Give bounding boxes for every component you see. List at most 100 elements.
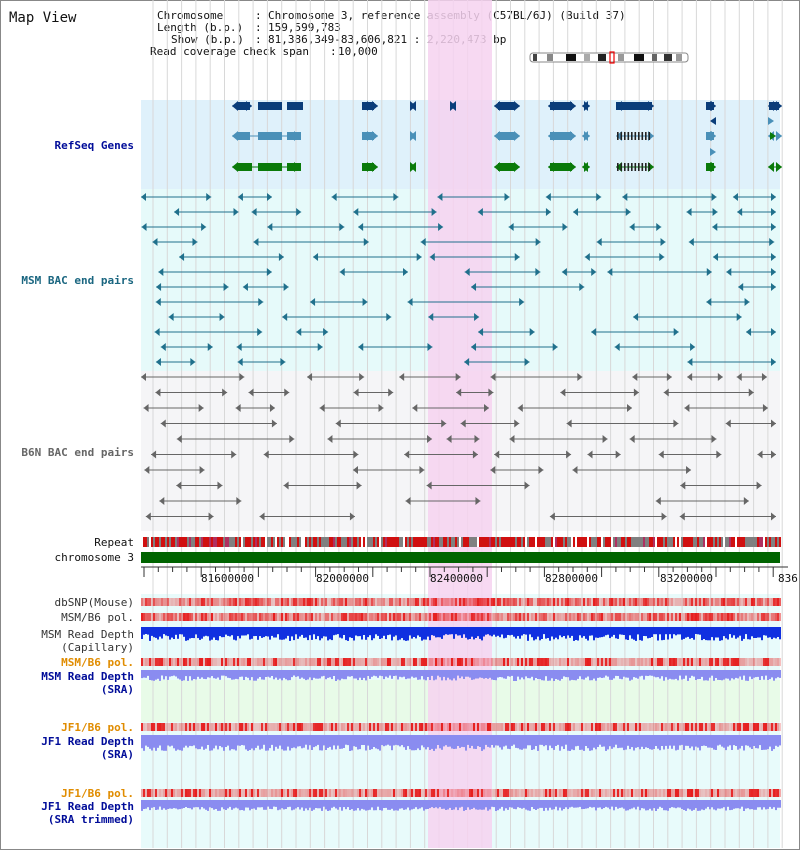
polymorphism-cell <box>475 613 477 621</box>
polymorphism-cell <box>693 658 695 666</box>
polymorphism-cell <box>401 613 403 621</box>
polymorphism-cell <box>695 613 697 621</box>
polymorphism-cell <box>447 658 449 666</box>
polymorphism-cell <box>393 598 395 606</box>
polymorphism-cell <box>561 723 563 731</box>
polymorphism-cell <box>723 658 725 666</box>
read-depth-bar <box>351 670 353 677</box>
repeat-segment <box>643 537 645 547</box>
repeat-segment <box>719 537 721 547</box>
msm-bac-pair-end <box>403 268 409 276</box>
read-depth-bar <box>463 670 465 679</box>
read-depth-bar <box>415 735 417 751</box>
track-label-msm-depth-sra-sub: (SRA) <box>100 683 134 696</box>
polymorphism-cell <box>323 613 325 621</box>
read-depth-bar <box>715 800 717 811</box>
read-depth-bar <box>431 627 433 636</box>
repeat-segment <box>599 537 601 547</box>
read-depth-bar <box>281 800 283 809</box>
polymorphism-cell <box>645 723 647 731</box>
polymorphism-cell <box>279 598 281 606</box>
polymorphism-cell <box>363 723 365 731</box>
polymorphism-cell <box>759 789 761 797</box>
read-depth-bar <box>691 670 693 676</box>
read-depth-bar <box>711 735 713 748</box>
polymorphism-cell <box>671 658 673 666</box>
msm-bac-pair-end <box>242 283 248 291</box>
repeat-segment <box>487 537 489 547</box>
polymorphism-cell <box>465 723 467 731</box>
polymorphism-cell <box>465 658 467 666</box>
read-depth-bar <box>777 670 779 678</box>
read-depth-bar <box>177 670 179 679</box>
polymorphism-cell <box>297 789 299 797</box>
polymorphism-cell <box>153 613 155 621</box>
polymorphism-cell <box>329 658 331 666</box>
polymorphism-cell <box>443 789 445 797</box>
polymorphism-cell <box>657 658 659 666</box>
read-depth-bar <box>483 735 485 750</box>
repeat-segment <box>701 537 703 547</box>
polymorphism-cell <box>199 723 201 731</box>
msm-bac-pair-end <box>712 208 718 216</box>
polymorphism-cell <box>149 613 151 621</box>
polymorphism-cell <box>589 723 591 731</box>
read-depth-bar <box>763 627 765 636</box>
polymorphism-cell <box>593 613 595 621</box>
polymorphism-cell <box>145 613 147 621</box>
repeat-segment <box>417 537 419 547</box>
polymorphism-cell <box>623 658 625 666</box>
read-depth-bar <box>259 800 261 808</box>
polymorphism-cell <box>663 613 665 621</box>
read-depth-bar <box>527 627 529 641</box>
b6n-bac-pair-end <box>633 388 639 397</box>
polymorphism-cell <box>197 789 199 797</box>
read-depth-bar <box>329 735 331 747</box>
read-depth-bar <box>689 670 691 678</box>
polymorphism-cell <box>413 658 415 666</box>
read-depth-bar <box>623 735 625 751</box>
gene-arrow <box>450 101 456 111</box>
polymorphism-cell <box>439 598 441 606</box>
polymorphism-cell <box>559 789 561 797</box>
repeat-segment <box>565 537 567 547</box>
read-depth-bar <box>375 670 377 677</box>
read-depth-bar <box>357 800 359 809</box>
polymorphism-cell <box>351 613 353 621</box>
read-depth-bar <box>201 800 203 808</box>
b6n-bac-pair-end <box>388 388 394 397</box>
read-depth-bar <box>389 670 391 676</box>
repeat-segment <box>205 537 207 547</box>
read-depth-bar <box>145 670 147 678</box>
read-depth-bar <box>303 735 305 748</box>
polymorphism-cell <box>299 613 301 621</box>
read-depth-bar <box>485 800 487 808</box>
polymorphism-cell <box>467 723 469 731</box>
read-depth-bar <box>531 670 533 677</box>
msm-bac-pair-end <box>584 253 590 261</box>
read-depth-bar <box>549 670 551 681</box>
polymorphism-cell <box>577 658 579 666</box>
repeat-segment <box>621 537 623 547</box>
polymorphism-cell <box>709 789 711 797</box>
polymorphism-cell <box>775 789 777 797</box>
read-depth-bar <box>555 670 557 679</box>
polymorphism-cell <box>661 613 663 621</box>
polymorphism-cell <box>713 658 715 666</box>
polymorphism-cell <box>469 613 471 621</box>
read-depth-bar <box>305 670 307 681</box>
read-depth-bar <box>583 735 585 751</box>
read-depth-bar <box>199 800 201 810</box>
polymorphism-cell <box>169 789 171 797</box>
polymorphism-cell <box>249 789 251 797</box>
polymorphism-cell <box>477 613 479 621</box>
polymorphism-cell <box>389 658 391 666</box>
polymorphism-cell <box>335 723 337 731</box>
polymorphism-cell <box>327 723 329 731</box>
read-depth-bar <box>173 800 175 809</box>
polymorphism-cell <box>591 598 593 606</box>
polymorphism-cell <box>207 723 209 731</box>
polymorphism-cell <box>315 613 317 621</box>
polymorphism-cell <box>663 723 665 731</box>
